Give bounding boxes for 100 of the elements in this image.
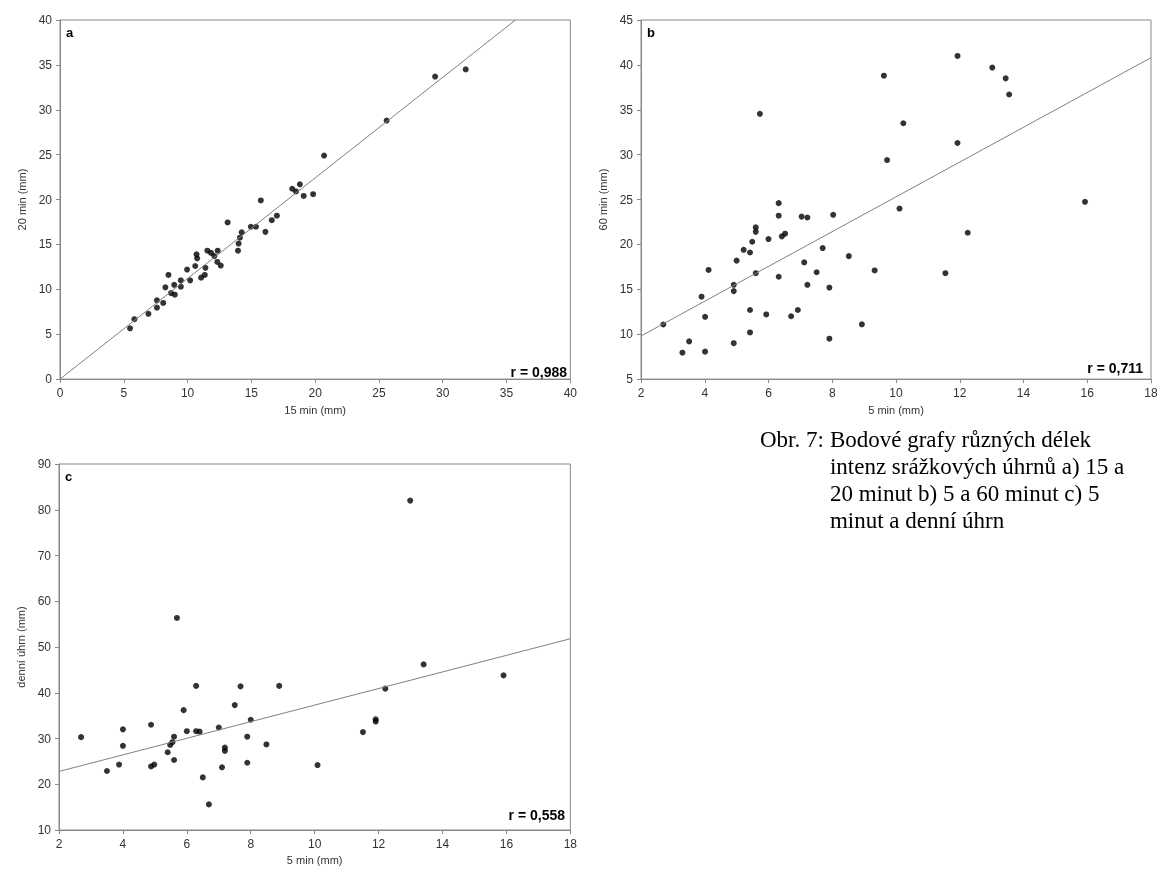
point (119, 726, 126, 733)
y-tick-label: 90 (37, 457, 52, 471)
y-tick-label: 60 (37, 594, 52, 609)
annotation: a (66, 25, 74, 40)
point (187, 277, 194, 284)
x-axis-title: 5 min (mm) (868, 403, 924, 416)
point (192, 262, 199, 269)
point (747, 306, 754, 313)
point (160, 299, 167, 306)
text: Obr. 7: (760, 426, 824, 454)
point (679, 349, 686, 356)
point (194, 255, 201, 262)
x-tick-label: 8 (247, 837, 255, 851)
point (214, 247, 221, 254)
y-axis-title: 20 min (mm) (16, 168, 29, 231)
point (164, 749, 171, 756)
point (798, 213, 805, 220)
point (183, 728, 190, 735)
point (740, 246, 747, 253)
x-tick-label: 6 (765, 386, 773, 401)
y-tick-label: 30 (37, 731, 52, 746)
y-tick-label: 80 (37, 502, 52, 517)
y-tick-label: 40 (38, 13, 53, 27)
point (900, 120, 907, 127)
point (830, 211, 837, 218)
point (153, 304, 160, 311)
point (78, 734, 85, 741)
x-tick-label: 8 (828, 386, 836, 401)
point (788, 313, 795, 320)
y-tick-label: 25 (38, 147, 53, 162)
point (244, 733, 251, 740)
point (964, 229, 971, 236)
point (420, 661, 427, 668)
point (705, 266, 712, 273)
point (218, 764, 225, 771)
point (205, 801, 212, 808)
y-tick-label: 25 (619, 192, 634, 207)
point (238, 229, 245, 236)
y-tick-label: 70 (37, 548, 52, 563)
point (276, 682, 283, 689)
x-tick-label: 14 (435, 837, 450, 851)
x-tick-label: 18 (563, 837, 578, 851)
y-tick-label: 10 (619, 327, 634, 342)
point (756, 110, 763, 117)
y-tick-label: 15 (619, 282, 634, 297)
point (234, 247, 241, 254)
point (871, 267, 878, 274)
point (804, 281, 811, 288)
x-tick-label: 18 (1144, 386, 1158, 401)
x-tick-label: 0 (56, 386, 64, 401)
point (845, 253, 852, 260)
point (989, 64, 996, 71)
point (217, 262, 224, 269)
point (321, 152, 328, 159)
x-tick-label: 10 (307, 837, 322, 851)
point (747, 249, 754, 256)
point (171, 281, 178, 288)
x-tick-label: 10 (180, 386, 195, 401)
point (296, 181, 303, 188)
point (775, 212, 782, 219)
point (730, 288, 737, 295)
x-tick-label: 12 (953, 386, 967, 401)
point (263, 741, 270, 748)
point (231, 702, 238, 709)
point (765, 236, 772, 243)
x-axis-title: 5 min (mm) (286, 854, 343, 867)
y-tick-label: 35 (619, 102, 634, 117)
y-tick-label: 35 (38, 57, 53, 72)
y-tick-label: 30 (619, 147, 634, 162)
point (407, 497, 414, 504)
y-tick-label: 50 (37, 640, 52, 654)
point (184, 266, 191, 273)
point (896, 205, 903, 212)
point (801, 259, 808, 266)
point (171, 733, 178, 740)
x-tick-label: 14 (1016, 386, 1031, 401)
x-tick-label: 40 (563, 386, 578, 401)
point (103, 767, 110, 774)
point (686, 338, 693, 345)
point (119, 742, 126, 749)
point (1002, 75, 1009, 82)
y-tick-label: 10 (37, 823, 52, 837)
y-tick-label: 20 (37, 777, 52, 792)
point (702, 348, 709, 355)
point (749, 238, 756, 245)
x-tick-label: 12 (371, 837, 386, 851)
point (858, 321, 865, 328)
point (954, 52, 961, 59)
point (199, 774, 206, 781)
annotation: c (65, 469, 73, 484)
x-tick-label: 6 (183, 837, 191, 851)
point (826, 335, 833, 342)
point (747, 329, 754, 336)
annotation: r = 0,558 (508, 807, 566, 823)
point (730, 340, 737, 347)
point (180, 707, 187, 714)
point (884, 157, 891, 164)
y-tick-label: 40 (37, 685, 52, 700)
point (794, 306, 801, 313)
x-tick-label: 16 (499, 837, 514, 851)
